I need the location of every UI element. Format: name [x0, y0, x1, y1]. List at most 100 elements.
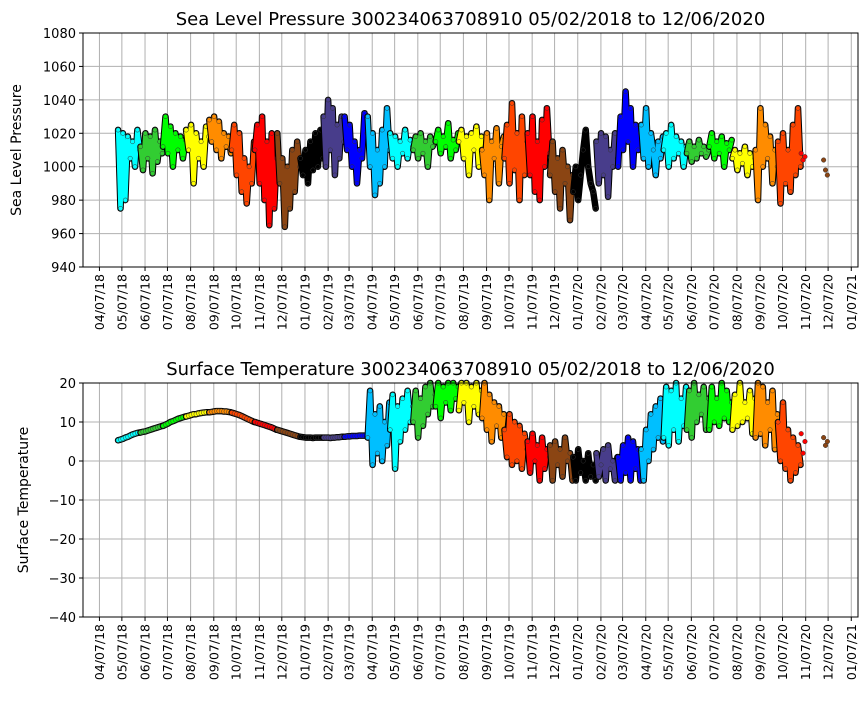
month-segment-2020-06 [683, 136, 712, 165]
segment-line [479, 380, 507, 444]
data-point [134, 127, 140, 133]
data-point [658, 396, 663, 402]
data-point [698, 150, 704, 156]
data-point [154, 159, 160, 165]
segment-line [433, 121, 461, 161]
data-point [323, 164, 329, 170]
segment-line [456, 124, 484, 178]
data-point [686, 388, 692, 394]
data-point [706, 427, 712, 433]
data-point [824, 172, 830, 178]
data-point [327, 147, 333, 153]
segment-line [207, 114, 234, 161]
data-point [757, 431, 763, 437]
data-point [332, 172, 338, 178]
x-tick-label: 09/07/18 [206, 274, 221, 330]
data-point [473, 124, 479, 130]
data-point [593, 450, 599, 456]
segment-line [229, 122, 257, 206]
data-point [430, 144, 436, 150]
data-point [671, 427, 677, 433]
data-point [218, 155, 224, 161]
data-point [605, 442, 611, 448]
data-point [496, 180, 502, 186]
x-tick-label: 10/07/19 [501, 274, 516, 330]
chart-title: Surface Temperature 300234063708910 05/0… [166, 359, 775, 380]
data-point [300, 172, 306, 178]
data-point [274, 130, 280, 136]
data-point [623, 89, 629, 94]
month-segment-2019-09 [478, 125, 508, 204]
segment-line [753, 380, 780, 452]
data-point [798, 164, 803, 170]
data-point [163, 114, 168, 120]
data-point [668, 388, 674, 394]
x-tick-label: 12/07/20 [821, 274, 836, 330]
segment-line [411, 380, 438, 440]
month-segment-2020-07 [706, 130, 735, 170]
data-point [138, 144, 143, 150]
data-point [468, 130, 474, 136]
x-tick-label: 04/07/18 [92, 274, 107, 330]
data-point [382, 164, 388, 170]
data-point [415, 435, 421, 441]
data-point [658, 155, 663, 161]
x-tick-label: 04/07/20 [638, 274, 653, 330]
data-point [716, 150, 722, 156]
month-segment-2019-10 [501, 410, 531, 473]
data-point [425, 411, 431, 417]
data-point [525, 439, 531, 444]
data-point [167, 124, 173, 130]
data-point [494, 423, 499, 429]
data-point [443, 400, 449, 405]
data-point [461, 155, 467, 161]
data-point [753, 147, 759, 153]
data-point [422, 139, 428, 145]
month-segment-2019-09 [478, 379, 508, 445]
data-point [732, 147, 738, 153]
data-point [742, 400, 748, 405]
data-point [519, 466, 525, 472]
data-point [397, 139, 403, 145]
x-tick-label: 11/07/19 [525, 274, 540, 330]
data-point [334, 122, 340, 128]
data-point [638, 446, 644, 452]
month-segment-2020-02 [593, 130, 621, 201]
data-point [466, 172, 472, 178]
x-tick-label: 07/07/19 [433, 624, 448, 680]
data-point [530, 114, 535, 120]
data-point [701, 384, 707, 390]
data-point [721, 415, 727, 421]
data-point [821, 157, 827, 163]
month-segment-2019-06 [410, 379, 439, 441]
data-point [159, 150, 165, 156]
data-point [244, 201, 250, 206]
data-point [450, 137, 456, 143]
data-point [641, 155, 647, 161]
data-point [573, 478, 579, 483]
month-segment-2019-04 [364, 104, 393, 199]
data-point [588, 474, 594, 480]
data-point [445, 120, 451, 126]
data-point [152, 127, 158, 133]
data-point [517, 197, 522, 203]
data-point [698, 411, 704, 417]
data-point [405, 388, 411, 394]
data-point [790, 435, 796, 441]
data-point [236, 130, 242, 136]
data-point [547, 172, 553, 178]
data-point [517, 423, 522, 429]
data-point [456, 407, 462, 413]
data-point [686, 139, 692, 145]
x-tick-label: 04/07/19 [365, 274, 380, 330]
x-tick-label: 03/07/20 [615, 274, 630, 330]
data-point [747, 150, 753, 156]
segment-line [342, 110, 370, 186]
x-tick-label: 12/07/18 [274, 624, 289, 680]
data-point [767, 427, 773, 433]
x-tick-label: 02/07/19 [321, 274, 336, 330]
data-point [618, 114, 624, 120]
x-tick-label: 01/07/20 [570, 624, 585, 680]
data-point [440, 384, 446, 390]
data-point [701, 144, 707, 150]
